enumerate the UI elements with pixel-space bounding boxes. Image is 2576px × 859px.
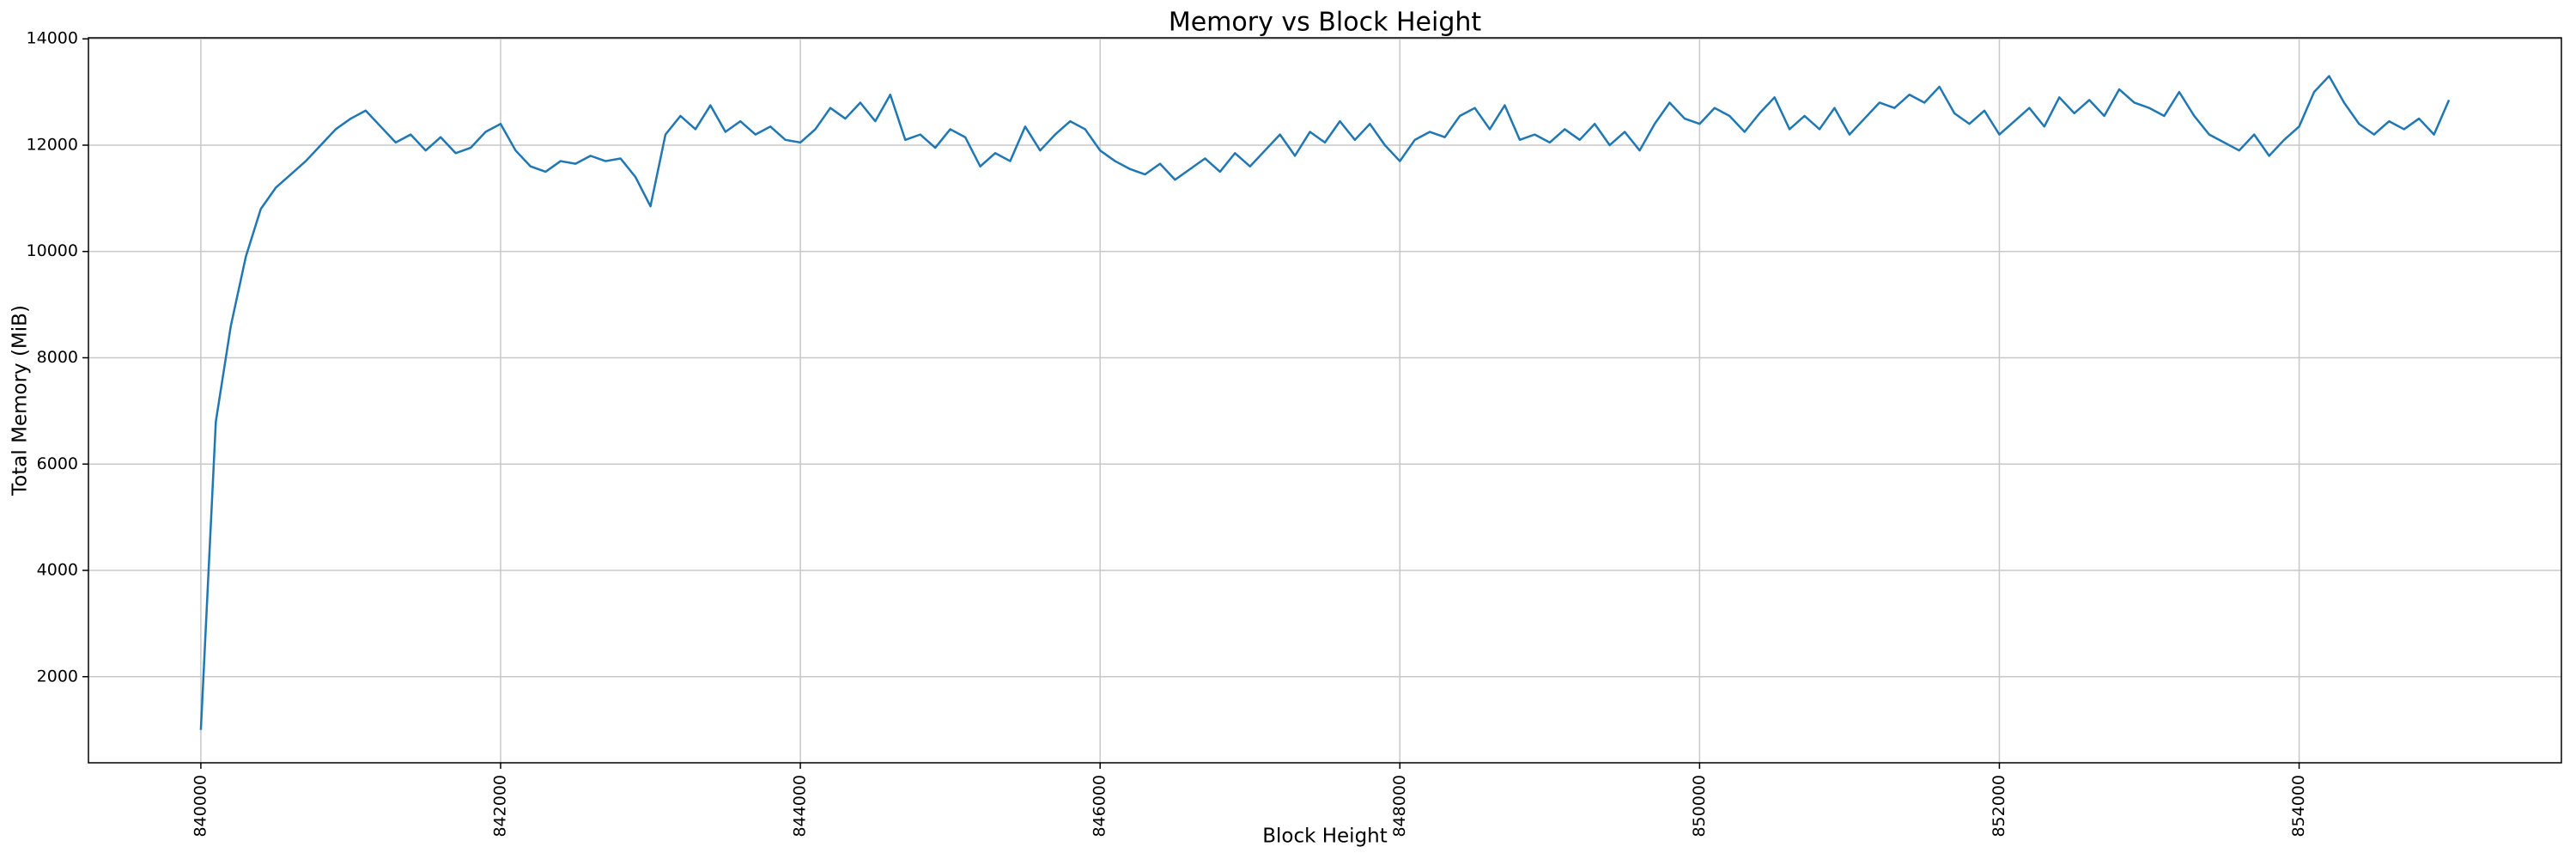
x-tick-label: 848000 (1390, 775, 1409, 838)
x-axis-label: Block Height (1262, 825, 1388, 848)
plot-frame (88, 37, 2562, 764)
y-axis-label: Total Memory (MiB) (9, 305, 32, 497)
x-tick-label: 852000 (1990, 775, 2008, 838)
x-tick-label: 850000 (1690, 775, 1709, 838)
x-tick-label: 842000 (491, 775, 510, 838)
x-tick-label: 840000 (191, 775, 210, 838)
y-tick-label: 8000 (37, 348, 78, 367)
data-line (199, 75, 2451, 730)
y-tick-label: 2000 (37, 667, 78, 685)
y-tick-label: 12000 (27, 135, 78, 154)
y-tick-label: 4000 (37, 561, 78, 580)
x-tick-label: 854000 (2289, 775, 2308, 838)
x-tick-label: 844000 (791, 775, 810, 838)
chart-title: Memory vs Block Height (1169, 8, 1482, 38)
x-tick-label: 846000 (1091, 775, 1109, 838)
y-tick-label: 10000 (27, 241, 78, 260)
y-tick-label: 6000 (37, 454, 78, 473)
y-tick-label: 14000 (27, 29, 78, 48)
